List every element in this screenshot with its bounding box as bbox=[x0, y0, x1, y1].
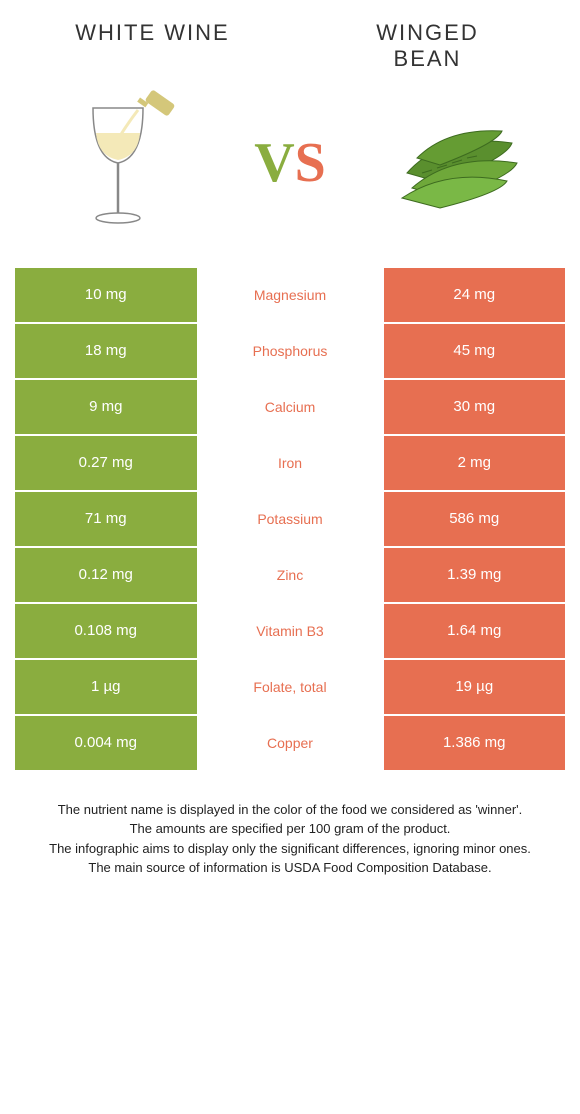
footer-line: The nutrient name is displayed in the co… bbox=[25, 800, 555, 820]
right-title: WINGEDBEAN bbox=[304, 20, 552, 73]
table-row: 0.004 mgCopper1.386 mg bbox=[15, 716, 565, 770]
table-row: 71 mgPotassium586 mg bbox=[15, 492, 565, 546]
header: WHITE WINE WINGEDBEAN bbox=[15, 20, 565, 73]
table-row: 0.12 mgZinc1.39 mg bbox=[15, 548, 565, 602]
nutrient-name: Vitamin B3 bbox=[197, 604, 384, 658]
left-value: 0.004 mg bbox=[15, 716, 197, 770]
right-value: 30 mg bbox=[384, 380, 566, 434]
left-value: 71 mg bbox=[15, 492, 197, 546]
white-wine-image bbox=[48, 93, 188, 233]
left-value: 9 mg bbox=[15, 380, 197, 434]
nutrient-table: 10 mgMagnesium24 mg18 mgPhosphorus45 mg9… bbox=[15, 268, 565, 770]
table-row: 10 mgMagnesium24 mg bbox=[15, 268, 565, 322]
nutrient-name: Folate, total bbox=[197, 660, 384, 714]
nutrient-name: Potassium bbox=[197, 492, 384, 546]
vs-s: S bbox=[295, 132, 326, 194]
vs-v: V bbox=[254, 132, 294, 194]
nutrient-name: Zinc bbox=[197, 548, 384, 602]
left-value: 0.27 mg bbox=[15, 436, 197, 490]
nutrient-name: Iron bbox=[197, 436, 384, 490]
left-value: 0.12 mg bbox=[15, 548, 197, 602]
left-value: 18 mg bbox=[15, 324, 197, 378]
nutrient-name: Calcium bbox=[197, 380, 384, 434]
nutrient-name: Magnesium bbox=[197, 268, 384, 322]
right-value: 1.39 mg bbox=[384, 548, 566, 602]
table-row: 1 µgFolate, total19 µg bbox=[15, 660, 565, 714]
left-value: 0.108 mg bbox=[15, 604, 197, 658]
nutrient-name: Copper bbox=[197, 716, 384, 770]
table-row: 18 mgPhosphorus45 mg bbox=[15, 324, 565, 378]
footer-line: The main source of information is USDA F… bbox=[25, 858, 555, 878]
table-row: 0.108 mgVitamin B31.64 mg bbox=[15, 604, 565, 658]
images-row: VS bbox=[15, 83, 565, 243]
left-title: WHITE WINE bbox=[29, 20, 277, 46]
vs-label: VS bbox=[254, 131, 326, 195]
right-value: 24 mg bbox=[384, 268, 566, 322]
right-value: 1.64 mg bbox=[384, 604, 566, 658]
left-value: 1 µg bbox=[15, 660, 197, 714]
table-row: 9 mgCalcium30 mg bbox=[15, 380, 565, 434]
nutrient-name: Phosphorus bbox=[197, 324, 384, 378]
footer-line: The amounts are specified per 100 gram o… bbox=[25, 819, 555, 839]
right-value: 19 µg bbox=[384, 660, 566, 714]
right-value: 45 mg bbox=[384, 324, 566, 378]
right-value: 2 mg bbox=[384, 436, 566, 490]
left-value: 10 mg bbox=[15, 268, 197, 322]
table-row: 0.27 mgIron2 mg bbox=[15, 436, 565, 490]
right-value: 1.386 mg bbox=[384, 716, 566, 770]
right-value: 586 mg bbox=[384, 492, 566, 546]
footer-line: The infographic aims to display only the… bbox=[25, 839, 555, 859]
footer-notes: The nutrient name is displayed in the co… bbox=[15, 800, 565, 878]
winged-bean-image bbox=[392, 93, 532, 233]
